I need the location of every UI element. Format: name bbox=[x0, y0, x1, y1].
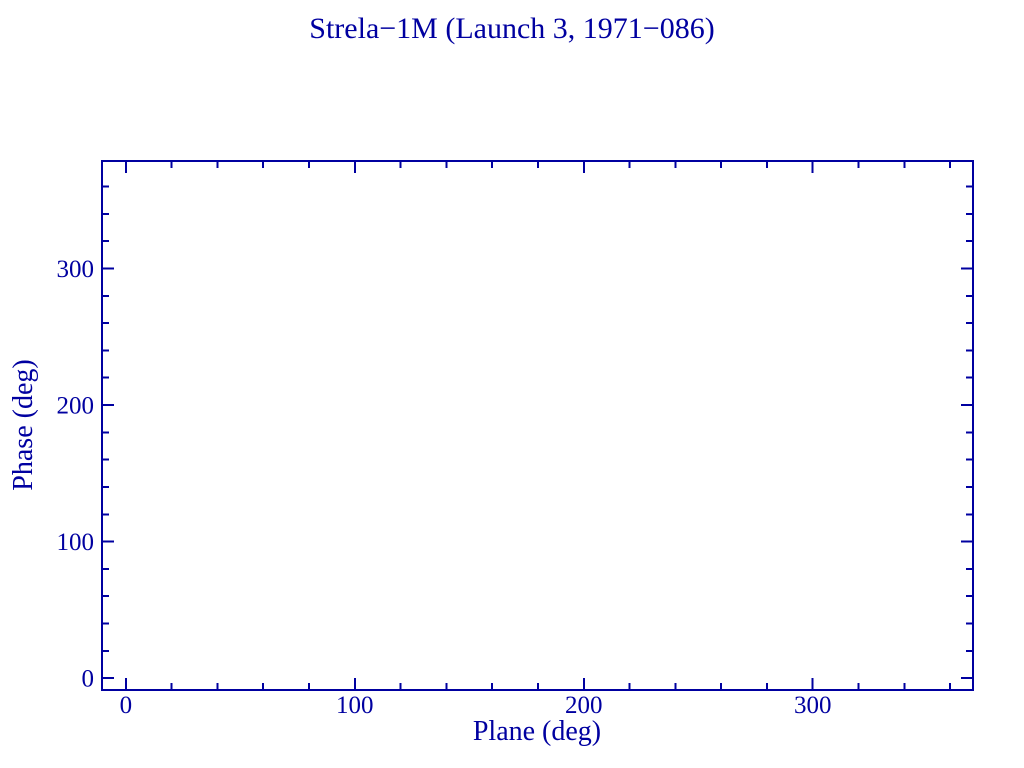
plot-frame bbox=[101, 160, 974, 691]
x-tick-label: 100 bbox=[336, 692, 374, 719]
x-tick-label: 200 bbox=[565, 692, 603, 719]
y-tick-label: 0 bbox=[82, 666, 95, 693]
x-axis-label: Plane (deg) bbox=[473, 716, 601, 747]
y-axis-label: Phase (deg) bbox=[8, 359, 39, 490]
chart-title: Strela−1M (Launch 3, 1971−086) bbox=[309, 12, 714, 45]
x-tick-label: 300 bbox=[794, 692, 832, 719]
y-tick-label: 100 bbox=[57, 529, 95, 556]
axis-tick-labels: 0 100 200 300 0 100 200 300 bbox=[57, 256, 832, 719]
axes-box bbox=[101, 160, 974, 691]
y-tick-label: 200 bbox=[57, 393, 95, 420]
axis-ticks bbox=[102, 161, 973, 690]
x-tick-label: 0 bbox=[120, 692, 133, 719]
y-tick-label: 300 bbox=[57, 256, 95, 283]
